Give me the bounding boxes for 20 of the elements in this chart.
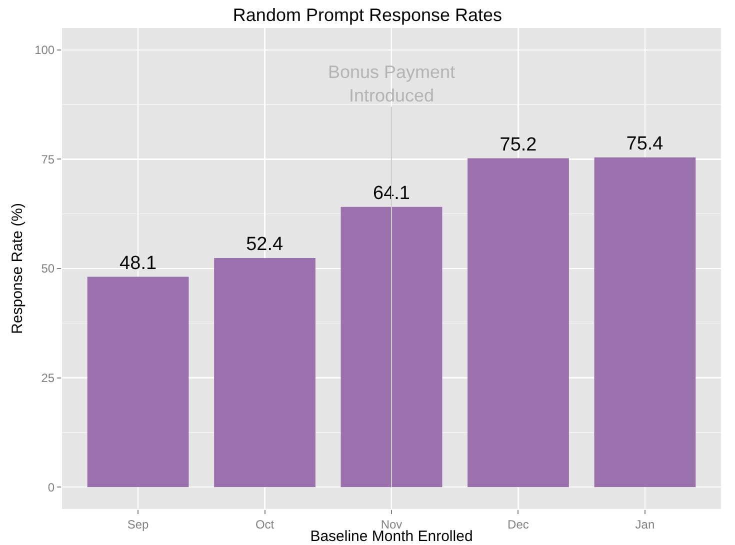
data-label: 75.4 <box>626 133 664 154</box>
x-tick-label: Jan <box>635 517 655 532</box>
data-label: 75.2 <box>500 134 537 156</box>
bar <box>340 206 442 488</box>
y-tick-label: 50 <box>41 262 55 276</box>
bar <box>594 157 696 488</box>
x-tick-label: Sep <box>127 517 150 532</box>
y-tick-label: 25 <box>41 371 55 386</box>
bar <box>468 158 569 488</box>
y-tick-label: 100 <box>34 43 55 58</box>
data-label: 48.1 <box>120 252 157 274</box>
bar <box>87 276 189 488</box>
data-label: 52.4 <box>246 234 284 256</box>
y-axis-title: Response Rate (%) <box>8 203 26 334</box>
x-tick-label: Oct <box>255 517 275 532</box>
x-tick-label: Dec <box>508 517 529 532</box>
y-tick-label: 75 <box>41 152 55 166</box>
bar <box>214 258 316 488</box>
chart-title: Random Prompt Response Rates <box>232 4 502 25</box>
y-tick-label: 0 <box>48 480 55 494</box>
